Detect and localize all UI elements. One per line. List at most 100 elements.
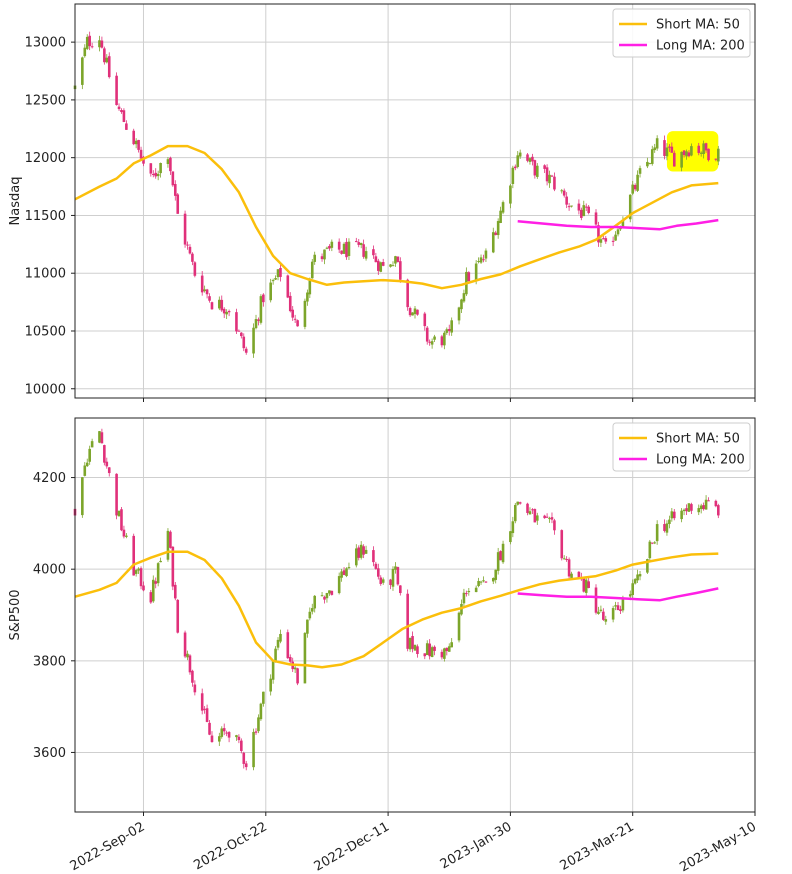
candle-body <box>188 655 192 673</box>
x-tick-label: 2022-Sep-02 <box>68 819 148 874</box>
candle-body <box>650 542 654 544</box>
candle-body <box>379 577 383 584</box>
candle-body <box>699 152 703 154</box>
candle-body <box>220 728 224 737</box>
candle-body <box>227 311 231 313</box>
candle-body <box>83 465 87 476</box>
candle-body <box>560 190 564 192</box>
candle-body <box>707 148 710 161</box>
candle-body <box>257 319 260 321</box>
candle-body <box>279 633 282 642</box>
candle-body <box>288 295 292 312</box>
candle-body <box>342 243 346 254</box>
candle-body <box>330 590 334 595</box>
candle-body <box>120 509 123 531</box>
candle-body <box>685 151 688 157</box>
candle-body <box>372 550 375 563</box>
candle-body <box>450 320 453 333</box>
candle-body <box>584 579 588 593</box>
candle-body <box>484 250 488 259</box>
candle-body <box>628 594 632 597</box>
candle-body <box>406 593 409 649</box>
candle-body <box>680 510 683 520</box>
candle-body <box>125 535 128 537</box>
x-tick-label: 2022-Oct-22 <box>191 819 269 873</box>
candle-body <box>702 143 705 155</box>
candle-body <box>704 143 708 151</box>
candle-body <box>374 563 378 569</box>
candle-body <box>330 241 334 248</box>
candle-body <box>288 656 292 662</box>
candle-body <box>323 249 326 260</box>
candle-body <box>602 611 605 620</box>
candle-body <box>399 261 402 280</box>
candle-body <box>528 511 532 515</box>
candle-body <box>303 300 307 327</box>
candle-body <box>646 161 649 167</box>
candle-body <box>306 292 309 302</box>
candle-body <box>377 260 380 271</box>
candle-body <box>323 596 326 600</box>
candle-body <box>565 196 568 205</box>
candle-body <box>340 571 343 578</box>
candle-body <box>567 206 571 208</box>
candle-body <box>562 558 566 560</box>
candle-body <box>501 202 505 213</box>
candle-body <box>188 246 192 254</box>
candle-body <box>687 152 691 157</box>
y-tick-label: 4200 <box>33 471 66 486</box>
candle-body <box>328 590 331 594</box>
candle-body <box>254 731 258 733</box>
y-tick-label: 10500 <box>25 324 66 339</box>
legend-label: Long MA: 200 <box>656 39 745 54</box>
candle-body <box>663 524 666 531</box>
candle-body <box>428 341 431 343</box>
candle-body <box>218 299 221 309</box>
candle-body <box>81 477 84 516</box>
candle-body <box>173 183 177 196</box>
y-tick-label: 10000 <box>25 382 66 397</box>
legend-box <box>612 422 751 472</box>
candle-body <box>548 174 551 184</box>
panel-sp500: 3600 3800 4000 4200 S&P500 Short MA: 50 Long M… <box>8 417 756 816</box>
candle-body <box>193 262 197 276</box>
candle-body <box>183 213 187 245</box>
candle-body <box>303 633 307 684</box>
candle-body <box>511 167 515 184</box>
candle-body <box>646 559 649 573</box>
candle-body <box>416 646 419 655</box>
candle-body <box>536 165 539 177</box>
candle-body <box>154 581 158 584</box>
legend-label: Short MA: 50 <box>656 432 740 447</box>
candle-body <box>467 272 471 282</box>
candle-body <box>359 242 363 246</box>
candle-body <box>115 473 118 516</box>
candle-body <box>570 573 573 578</box>
plot-frame <box>74 417 756 813</box>
candle-body <box>286 275 290 298</box>
candle-body <box>621 220 625 228</box>
candle-body <box>587 581 590 588</box>
candle-body <box>491 578 495 582</box>
candle-body <box>139 149 143 159</box>
candle-body <box>687 503 691 512</box>
candle-body <box>237 330 241 332</box>
candle-body <box>218 736 221 742</box>
candle-body <box>279 267 282 277</box>
candle-body <box>550 175 554 177</box>
candle-body <box>200 275 204 293</box>
candle-body <box>379 262 383 272</box>
candle-body <box>533 509 537 523</box>
candle-body <box>244 348 248 353</box>
candle-body <box>594 212 598 225</box>
candle-body <box>655 138 659 149</box>
candle-body <box>240 740 243 751</box>
candle-body <box>604 238 608 242</box>
candle-body <box>491 232 495 253</box>
candle-body <box>511 521 515 534</box>
candle-body <box>269 678 272 692</box>
candle-body <box>85 462 89 467</box>
candle-body <box>320 256 324 260</box>
candle-body <box>447 329 451 332</box>
